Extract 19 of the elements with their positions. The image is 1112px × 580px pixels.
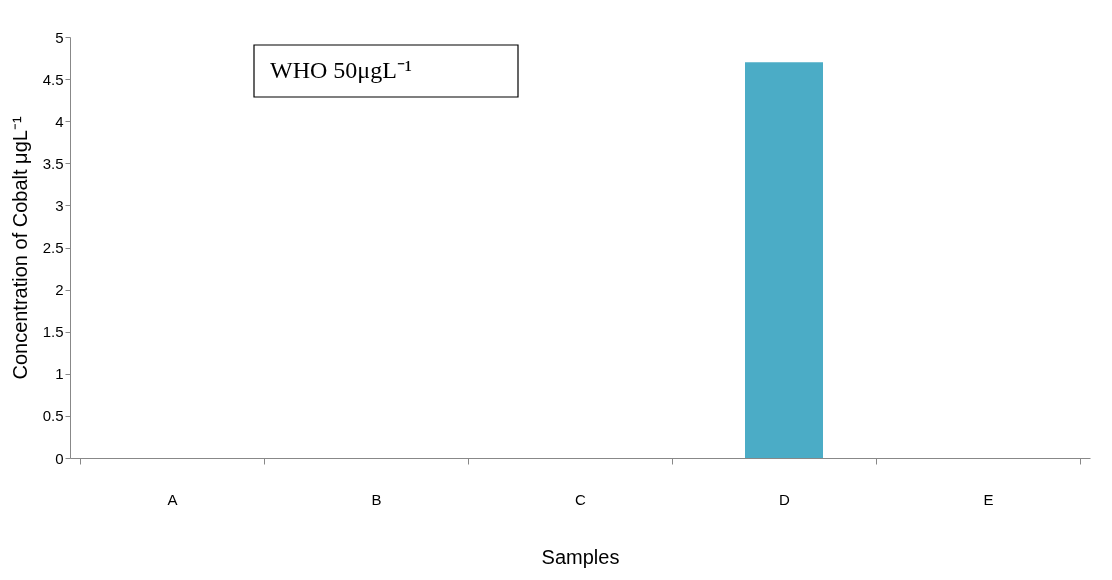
- y-tick-label: 0.5: [42, 407, 64, 425]
- x-tick-label: D: [779, 490, 791, 508]
- y-tick-label: 2.5: [42, 239, 64, 256]
- x-tick-label: A: [167, 490, 178, 508]
- y-tick-label: 0: [55, 449, 64, 467]
- y-tick-label: 1: [55, 365, 64, 383]
- y-axis-title: Concentration of Cobalt μgL⁻¹: [8, 116, 31, 380]
- y-tick-label: 2: [55, 281, 64, 299]
- y-tick-label: 4: [55, 112, 64, 130]
- annotation: WHO 50μgL⁻¹: [270, 57, 413, 83]
- x-axis-title: Samples: [541, 545, 620, 568]
- y-tick-label: 3.5: [42, 154, 64, 172]
- x-tick-label: C: [575, 490, 587, 508]
- x-tick-label: B: [371, 490, 382, 508]
- x-tick-label: E: [983, 490, 994, 508]
- y-tick-label: 3: [55, 196, 64, 214]
- y-tick-label: 5: [55, 28, 64, 46]
- y-tick-label: 4.5: [42, 70, 64, 88]
- y-tick-label: 1.5: [42, 323, 64, 341]
